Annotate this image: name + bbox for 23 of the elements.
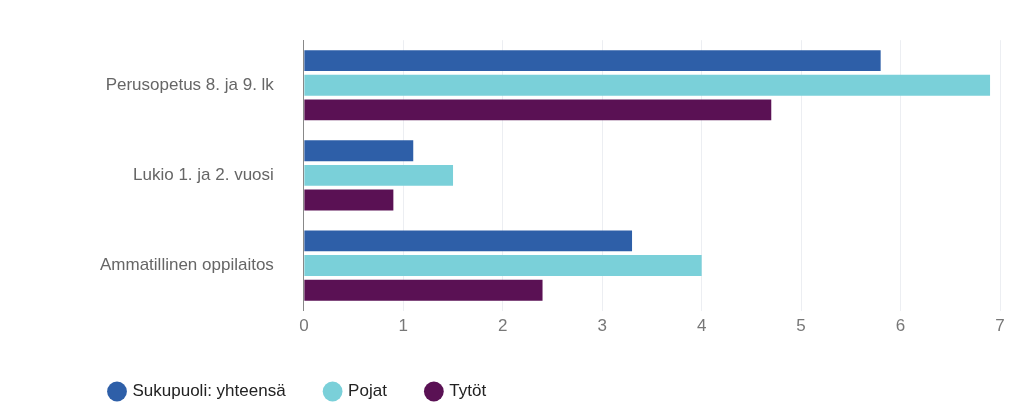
bar bbox=[304, 279, 543, 301]
x-tick-label: 6 bbox=[895, 316, 906, 336]
legend-label: Pojat bbox=[348, 381, 388, 401]
y-tick-label: Ammatillinen oppilaitos bbox=[99, 255, 274, 275]
x-tick-label: 5 bbox=[796, 316, 806, 336]
bar bbox=[304, 230, 633, 252]
legend-label: Tytöt bbox=[449, 381, 487, 401]
bar bbox=[304, 74, 991, 96]
bar bbox=[304, 50, 881, 72]
x-tick-label: 4 bbox=[696, 316, 707, 336]
y-tick-label: Lukio 1. ja 2. vuosi bbox=[133, 165, 274, 185]
legend-label: Sukupuoli: yhteensä bbox=[132, 381, 287, 401]
bar bbox=[304, 255, 702, 276]
x-tick-label: 1 bbox=[398, 316, 409, 336]
x-tick-label: 0 bbox=[299, 316, 309, 336]
x-tick-label: 2 bbox=[498, 316, 508, 336]
bar bbox=[304, 140, 414, 162]
bar bbox=[304, 99, 772, 121]
bar bbox=[304, 189, 394, 211]
bar bbox=[304, 164, 454, 186]
x-tick-label: 3 bbox=[597, 316, 607, 336]
y-tick-label: Perusopetus 8. ja 9. lk bbox=[105, 74, 275, 94]
x-tick-label: 7 bbox=[995, 316, 1005, 336]
